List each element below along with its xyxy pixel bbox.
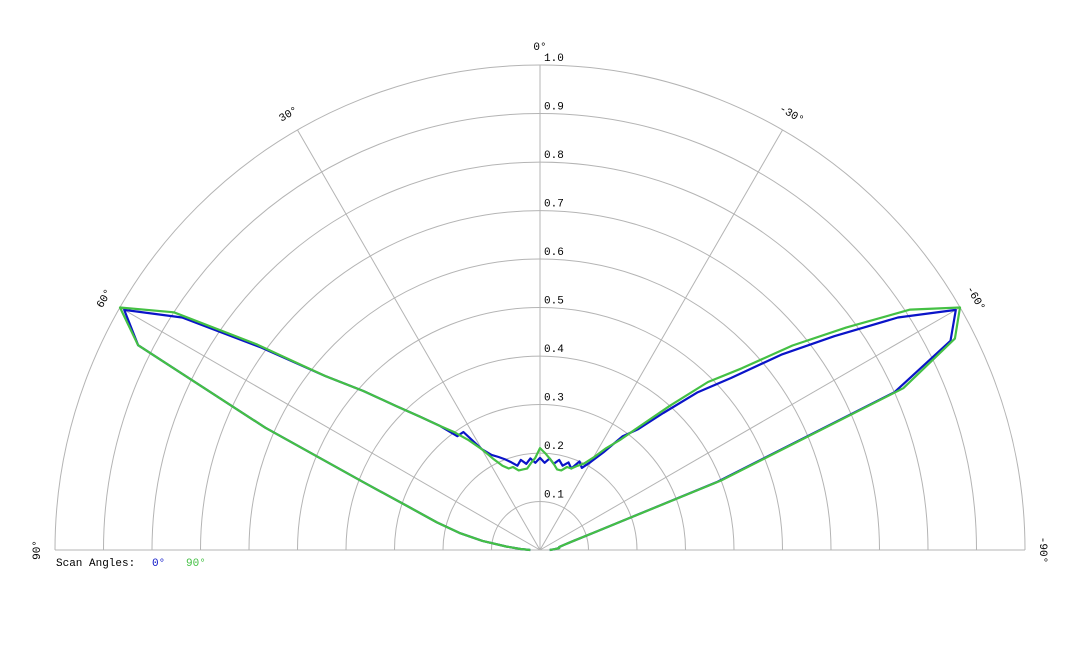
- r-tick-label: 0.3: [544, 393, 564, 405]
- r-tick-label: 0.1: [544, 490, 564, 502]
- legend-entry: 0°: [152, 558, 165, 570]
- r-tick-label: 0.9: [544, 102, 564, 114]
- legend-entry: 90°: [186, 558, 206, 570]
- r-tick-label: 0.5: [544, 296, 564, 308]
- r-tick-label: 0.2: [544, 441, 564, 453]
- r-tick-label: 0.4: [544, 344, 564, 356]
- r-tick-label: 0.8: [544, 150, 564, 162]
- theta-tick-label: 30°: [277, 105, 300, 125]
- theta-tick-label: 60°: [95, 287, 115, 310]
- theta-tick-label: 90°: [32, 540, 44, 560]
- grid-spoke: [539, 129, 783, 551]
- theta-tick-label: -60°: [963, 285, 987, 314]
- r-tick-label: 0.6: [544, 247, 564, 259]
- r-tick-label: 0.7: [544, 199, 564, 211]
- grid-spoke: [539, 307, 961, 551]
- theta-tick-label: -90°: [1036, 537, 1048, 563]
- series-line: [118, 306, 962, 552]
- theta-tick-label: 0°: [533, 42, 546, 54]
- legend-title: Scan Angles:: [56, 558, 135, 570]
- r-tick-label: 1.0: [544, 53, 564, 65]
- series-line: [123, 308, 957, 552]
- grid-spoke: [119, 307, 541, 551]
- theta-tick-label: -30°: [777, 103, 806, 127]
- grid-spoke: [297, 129, 541, 551]
